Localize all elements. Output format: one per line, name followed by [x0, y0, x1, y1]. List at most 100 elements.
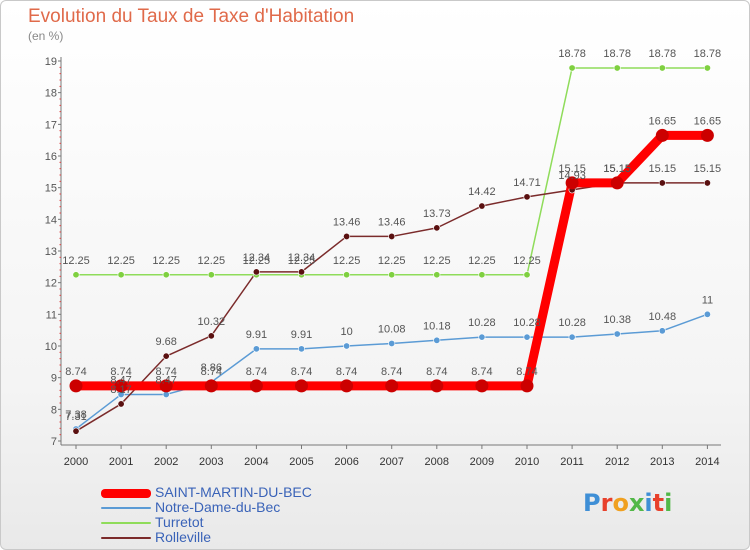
- x-tick-label: 2012: [605, 456, 629, 468]
- data-label: 12.25: [198, 255, 226, 267]
- data-label: 8.17: [110, 384, 131, 396]
- y-tick-label: 16: [45, 151, 57, 163]
- data-point: [568, 333, 576, 341]
- data-label: 8.74: [516, 366, 537, 378]
- data-point: [610, 176, 624, 190]
- data-label: 15.15: [603, 163, 631, 175]
- data-label: 8.74: [155, 366, 176, 378]
- x-tick-label: 2009: [470, 456, 494, 468]
- data-point: [162, 352, 170, 360]
- x-tick-label: 2003: [199, 456, 223, 468]
- data-label: 8.74: [291, 366, 312, 378]
- data-point: [249, 379, 263, 393]
- x-tick-label: 2004: [244, 456, 268, 468]
- data-point: [340, 379, 354, 393]
- data-point: [433, 336, 441, 344]
- data-label: 18.78: [558, 48, 586, 60]
- x-tick-label: 2008: [425, 456, 449, 468]
- data-point: [478, 271, 486, 279]
- legend-swatch: [101, 507, 151, 509]
- x-tick-label: 2014: [695, 456, 719, 468]
- data-point: [478, 202, 486, 210]
- data-label: 8.74: [426, 366, 447, 378]
- x-tick-label: 2010: [515, 456, 539, 468]
- data-point: [565, 176, 579, 190]
- data-label: 14.71: [513, 177, 541, 189]
- data-label: 10.48: [649, 311, 677, 323]
- data-label: 12.34: [288, 252, 316, 264]
- data-point: [295, 379, 308, 393]
- data-point: [69, 379, 83, 393]
- data-label: 13.46: [333, 216, 361, 228]
- legend-swatch: [101, 537, 151, 539]
- data-point: [117, 400, 125, 408]
- legend-swatch: [101, 488, 151, 498]
- data-label: 10.08: [378, 323, 406, 335]
- y-tick-label: 13: [45, 246, 57, 258]
- data-label: 12.34: [243, 252, 271, 264]
- data-point: [658, 179, 666, 187]
- data-label: 8.74: [336, 366, 357, 378]
- data-point: [700, 128, 714, 142]
- legend-label: Turretot: [155, 514, 204, 530]
- y-tick-label: 11: [46, 309, 57, 321]
- x-tick-label: 2000: [64, 456, 88, 468]
- data-point: [159, 379, 173, 393]
- data-label: 16.65: [694, 115, 722, 127]
- data-label: 10.18: [423, 320, 451, 332]
- data-labels: 12.25 12.25 12.25 12.25 12.25 12.25 12.25 12.25…: [62, 48, 721, 423]
- data-point: [72, 427, 80, 435]
- data-label: 18.78: [694, 48, 722, 60]
- data-point: [430, 379, 444, 393]
- data-label: 14.93: [558, 170, 586, 182]
- data-point: [343, 271, 351, 279]
- y-tick-label: 8: [51, 404, 57, 416]
- x-tick-label: 2005: [289, 456, 313, 468]
- data-label: 7.31: [65, 411, 86, 423]
- x-tick-label: 2007: [379, 456, 403, 468]
- data-label: 8.74: [110, 366, 131, 378]
- data-point: [252, 268, 260, 276]
- data-label: 8.74: [381, 366, 402, 378]
- data-point: [162, 271, 170, 279]
- y-tick-label: 9: [51, 373, 57, 385]
- data-label: 12.25: [378, 255, 406, 267]
- data-point: [703, 179, 711, 187]
- x-tick-label: 2002: [154, 456, 178, 468]
- data-point: [207, 271, 215, 279]
- data-point: [72, 271, 80, 279]
- data-point: [252, 345, 260, 353]
- data-point: [523, 333, 531, 341]
- data-label: 8.74: [471, 366, 492, 378]
- data-label: 18.78: [649, 48, 677, 60]
- data-label: 10.38: [603, 314, 631, 326]
- data-label: 12.25: [423, 255, 451, 267]
- proxiti-logo: Proxiti: [583, 489, 673, 517]
- data-label: 12.25: [288, 255, 316, 267]
- data-point: [523, 193, 531, 201]
- data-label: 15.15: [694, 163, 722, 175]
- data-label: 10: [340, 326, 352, 338]
- data-label: 12.25: [243, 255, 271, 267]
- data-label: 18.78: [603, 48, 631, 60]
- data-point: [388, 339, 396, 347]
- legend-swatch: [101, 522, 151, 524]
- y-tick-label: 14: [45, 214, 57, 226]
- data-label: 10.28: [513, 317, 541, 329]
- data-point: [658, 327, 666, 335]
- data-label: 8.74: [201, 366, 222, 378]
- data-point: [613, 330, 621, 338]
- data-point: [114, 379, 128, 393]
- data-label: 9.91: [246, 329, 267, 341]
- y-tick-label: 10: [45, 341, 57, 353]
- data-point: [475, 379, 489, 393]
- data-point: [433, 224, 441, 232]
- data-point: [658, 64, 666, 72]
- data-label: 12.25: [468, 255, 496, 267]
- x-tick-label: 2013: [650, 456, 674, 468]
- data-point: [207, 332, 215, 340]
- data-label: 10.28: [468, 317, 496, 329]
- unit-label: (en %): [28, 29, 64, 43]
